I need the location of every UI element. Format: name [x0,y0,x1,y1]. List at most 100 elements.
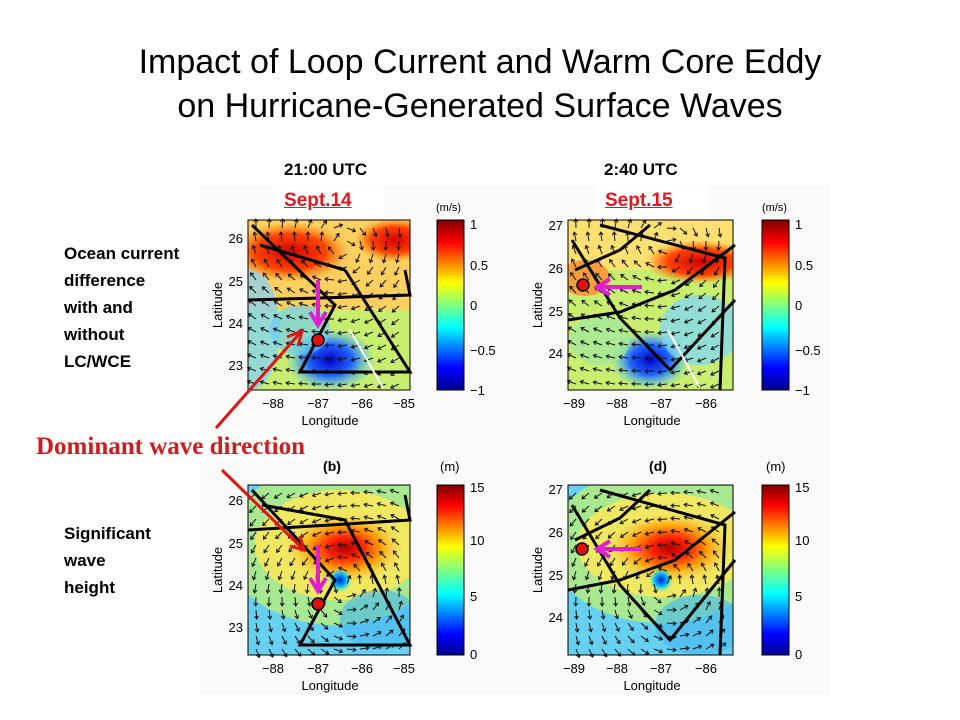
vector-arrow [710,370,720,376]
vector-arrow [572,245,577,255]
vector-arrow-head [698,295,703,300]
vector-arrow-head [584,575,590,581]
vector-arrow-head [357,574,362,579]
vector-arrow [350,517,361,520]
vector-arrow [294,635,301,644]
vector-arrow [714,266,720,276]
row-label-line: height [64,578,115,597]
vector-arrow [299,302,309,307]
vector-arrow-head [683,319,689,324]
vector-arrow-head [384,233,390,238]
vector-arrow-head [672,226,677,231]
vector-arrow-head [396,587,402,592]
vector-arrow [593,381,603,385]
vector-arrow [328,246,335,255]
vector-arrow-head [644,289,649,295]
vector-arrow [684,528,694,533]
vector-arrow-head [657,599,662,604]
vector-arrow [307,635,315,644]
vector-arrow [600,232,603,242]
vector-arrow [711,331,720,338]
vector-arrow [593,327,603,333]
vector-arrow-head [376,384,382,389]
vector-arrow [575,609,578,620]
panel-b-cbar-tick: 0 [470,647,477,662]
vector-arrow [705,615,713,624]
vector-arrow [614,622,620,632]
vector-arrow [653,222,662,229]
vector-arrow-head [287,273,292,278]
vector-arrow-head [644,531,649,536]
vector-arrow [614,609,618,619]
vector-arrow [346,635,357,638]
vector-arrow-head [272,340,278,346]
vector-arrow [294,596,297,607]
vector-arrow-head [712,295,717,301]
vector-arrow-head [618,354,623,360]
panel-d-wave-arrow [593,539,642,559]
vector-arrow [633,260,642,268]
vector-arrow-head [303,575,308,581]
vector-arrow [606,315,616,320]
vector-arrow-head [379,283,384,288]
row-label-line: Significant [64,524,151,543]
vector-arrow-head [717,233,723,238]
row-label-line: with and [64,298,133,317]
vector-arrow-head [262,521,267,527]
panel-d-ytick: 26 [549,525,563,540]
vector-arrow-head [264,562,269,567]
vector-arrow [378,539,387,546]
vector-arrow-head [620,274,625,279]
vector-arrow-head [376,514,382,519]
panel-d-cbar-tick: 10 [795,533,809,548]
vector-arrow-head [351,553,356,558]
vector-arrow-head [609,562,614,567]
vector-arrow [584,557,590,567]
vector-arrow-head [593,300,599,305]
vector-arrow [710,344,720,350]
vector-arrow-head [327,246,333,251]
vector-arrow-head [686,270,691,275]
vector-arrow-head [672,593,677,599]
vector-arrow-head [335,232,340,238]
vector-arrow-head [643,625,649,630]
panel-c-cbar-tick: −0.5 [795,343,821,358]
vector-arrow-head [253,602,259,607]
vector-arrow [666,575,672,585]
vector-arrow [569,286,577,294]
vector-arrow [711,538,720,546]
vector-arrow [274,300,283,307]
vector-arrow-head [276,548,281,553]
vector-arrow [369,253,374,263]
vector-arrow [397,240,400,251]
panel-c-ylabel: Latitude [530,282,545,328]
vector-arrow [268,609,271,619]
vector-arrow [338,331,348,334]
vector-arrow-head [363,604,369,609]
vector-arrow-head [598,231,604,236]
vector-arrow [619,302,629,307]
vector-arrow [391,318,400,325]
vector-arrow-head [298,315,303,320]
panel-c-cbar-tick: 0 [795,298,802,313]
vector-arrow [657,279,668,282]
vector-arrow [580,340,590,346]
vector-arrow [666,622,677,625]
vector-arrow-head [605,340,610,346]
vector-arrow-head [254,628,260,633]
vector-arrow-head [324,329,329,335]
vector-arrow [684,383,694,387]
vector-arrow-head [337,598,342,603]
vector-arrow [567,353,577,359]
vector-arrow [359,240,363,250]
vector-arrow-head [265,231,271,236]
vector-arrow-head [285,367,290,373]
vector-arrow [294,622,300,632]
vector-arrow [379,279,387,288]
vector-arrow-head [352,647,357,653]
vector-arrow-head [255,641,261,646]
vector-arrow-head [569,522,574,527]
panel-b-ytick: 25 [229,536,243,551]
vector-arrow [364,344,374,349]
vector-arrow [333,622,343,628]
